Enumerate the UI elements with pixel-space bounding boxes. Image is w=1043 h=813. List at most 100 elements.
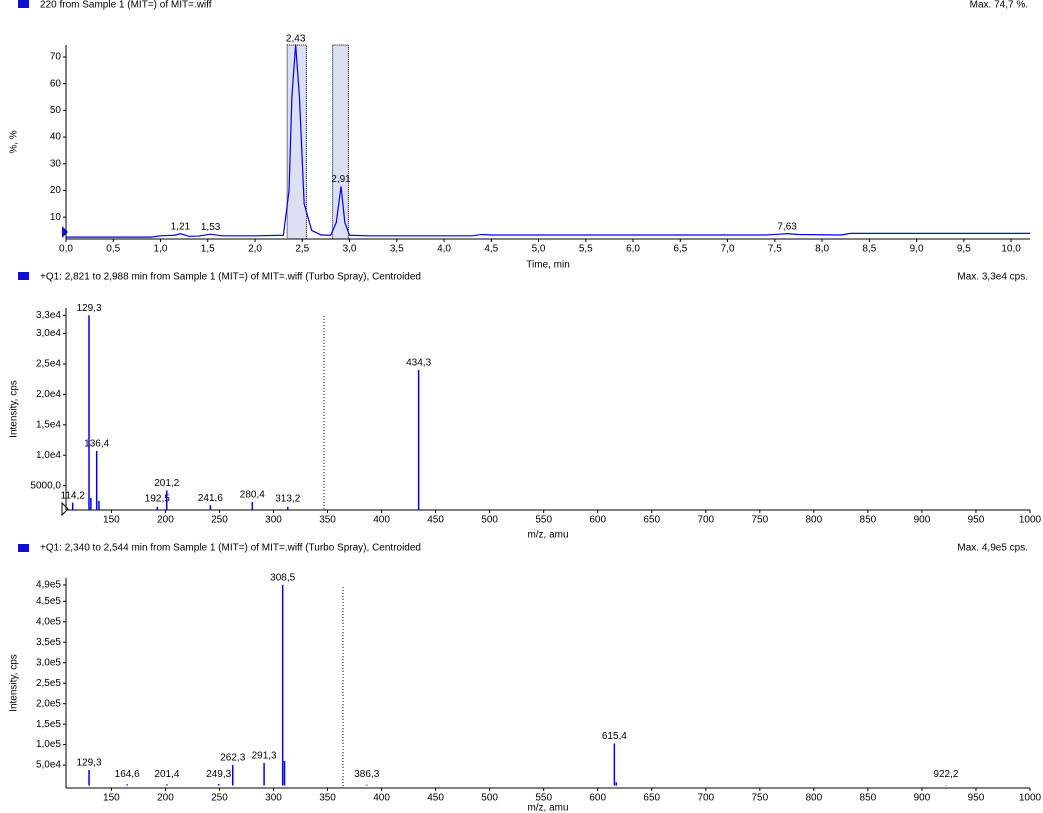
peak-label: 164,6 (115, 769, 140, 780)
x-tick-label: 150 (103, 515, 120, 526)
header-icon (18, 544, 29, 552)
peak-label: 615,4 (602, 731, 627, 742)
peak-label: 249,3 (206, 769, 231, 780)
y-tick-label: 3,3e4 (36, 310, 61, 321)
peak-label: 2,91 (331, 174, 351, 185)
peak-label: 1,21 (171, 221, 191, 232)
x-tick-label: 3,0 (343, 244, 357, 255)
x-tick-label: 7,0 (721, 244, 735, 255)
x-tick-label: 10,0 (1001, 244, 1021, 255)
y-tick-label: 50 (50, 105, 62, 116)
y-tick-label: 40 (50, 132, 62, 143)
chart-title: +Q1: 2,340 to 2,544 min from Sample 1 (M… (40, 543, 421, 554)
x-tick-label: 6,5 (673, 244, 687, 255)
peak-label: 201,2 (154, 478, 179, 489)
peak-label: 291,3 (252, 751, 277, 762)
peak-label: 201,4 (154, 769, 179, 780)
x-axis-label: m/z, amu (527, 530, 568, 541)
y-tick-label: 3,5e5 (36, 637, 61, 648)
x-tick-label: 0,0 (59, 244, 73, 255)
y-tick-label: 3,0e4 (36, 328, 61, 339)
highlight-range (332, 44, 349, 240)
x-tick-label: 250 (211, 793, 228, 804)
y-tick-label: 5000,0 (30, 480, 61, 491)
y-tick-label: 1,0e5 (36, 739, 61, 750)
x-tick-label: 400 (373, 515, 390, 526)
peak-label: 434,3 (406, 358, 431, 369)
axis-marker (61, 501, 69, 517)
x-tick-label: 1,0 (154, 244, 168, 255)
peak-label: 114,2 (61, 490, 86, 501)
y-tick-label: 1,5e4 (36, 419, 61, 430)
peak-label: 1,53 (201, 222, 221, 233)
y-tick-label: 70 (50, 52, 62, 63)
y-tick-label: 20 (50, 185, 62, 196)
y-tick-label: 2,0e4 (36, 389, 61, 400)
x-tick-label: 350 (319, 515, 336, 526)
x-tick-label: 1000 (1019, 515, 1042, 526)
x-tick-label: 9,5 (957, 244, 971, 255)
x-tick-label: 8,0 (815, 244, 829, 255)
x-tick-label: 4,5 (484, 244, 498, 255)
x-tick-label: 350 (319, 793, 336, 804)
axis-marker (62, 226, 68, 238)
x-tick-label: 500 (481, 793, 498, 804)
peak-label: 129,3 (77, 303, 102, 314)
y-axis-label: Intensity, cps (9, 654, 20, 712)
x-tick-label: 650 (643, 793, 660, 804)
y-tick-label: 2,5e5 (36, 678, 61, 689)
x-axis-label: m/z, amu (527, 803, 568, 813)
x-axis-label: Time, min (526, 260, 570, 271)
y-tick-label: 3,0e5 (36, 657, 61, 668)
y-axis-label: %, % (9, 130, 20, 153)
x-tick-label: 7,5 (768, 244, 782, 255)
trace-line (66, 44, 1030, 238)
y-tick-label: 1,5e5 (36, 719, 61, 730)
x-tick-label: 400 (373, 793, 390, 804)
y-tick-label: 10 (50, 212, 62, 223)
x-tick-label: 700 (697, 793, 714, 804)
x-tick-label: 200 (157, 793, 174, 804)
y-tick-label: 4,9e5 (36, 580, 61, 591)
x-tick-label: 600 (589, 793, 606, 804)
peak-label: 262,3 (220, 753, 245, 764)
x-tick-label: 750 (751, 515, 768, 526)
peak-label: 7,63 (777, 221, 797, 232)
x-tick-label: 450 (427, 793, 444, 804)
x-tick-label: 300 (265, 793, 282, 804)
y-tick-label: 5,0e4 (36, 760, 61, 771)
x-tick-label: 1,5 (201, 244, 215, 255)
peak-label: 192,5 (145, 494, 170, 505)
header-icon (18, 0, 29, 8)
x-tick-label: 950 (968, 515, 985, 526)
x-tick-label: 8,5 (862, 244, 876, 255)
y-tick-label: 4,5e5 (36, 596, 61, 607)
x-tick-label: 600 (589, 515, 606, 526)
peak-label: 129,3 (77, 758, 102, 769)
x-tick-label: 500 (481, 515, 498, 526)
peak-label: 241,6 (198, 493, 223, 504)
max-label: Max. 4,9e5 cps. (957, 543, 1028, 554)
x-tick-label: 2,0 (248, 244, 262, 255)
x-tick-label: 850 (860, 793, 877, 804)
x-tick-label: 250 (211, 515, 228, 526)
x-tick-label: 9,0 (910, 244, 924, 255)
y-tick-label: 2,0e5 (36, 698, 61, 709)
y-axis-label: Intensity, cps (9, 380, 20, 438)
peak-label: 2,43 (286, 34, 306, 45)
x-tick-label: 200 (157, 515, 174, 526)
y-tick-label: 4,0e5 (36, 616, 61, 627)
x-tick-label: 950 (968, 793, 985, 804)
max-label: Max. 3,3e4 cps. (957, 272, 1028, 283)
x-tick-label: 750 (751, 793, 768, 804)
x-tick-label: 6,0 (626, 244, 640, 255)
chart-title: +Q1: 2,821 to 2,988 min from Sample 1 (M… (40, 272, 421, 283)
x-tick-label: 2,5 (295, 244, 309, 255)
x-tick-label: 650 (643, 515, 660, 526)
x-tick-label: 5,0 (532, 244, 546, 255)
x-tick-label: 800 (806, 793, 823, 804)
peak-label: 136,4 (84, 439, 109, 450)
x-tick-label: 1000 (1019, 793, 1042, 804)
x-tick-label: 150 (103, 793, 120, 804)
